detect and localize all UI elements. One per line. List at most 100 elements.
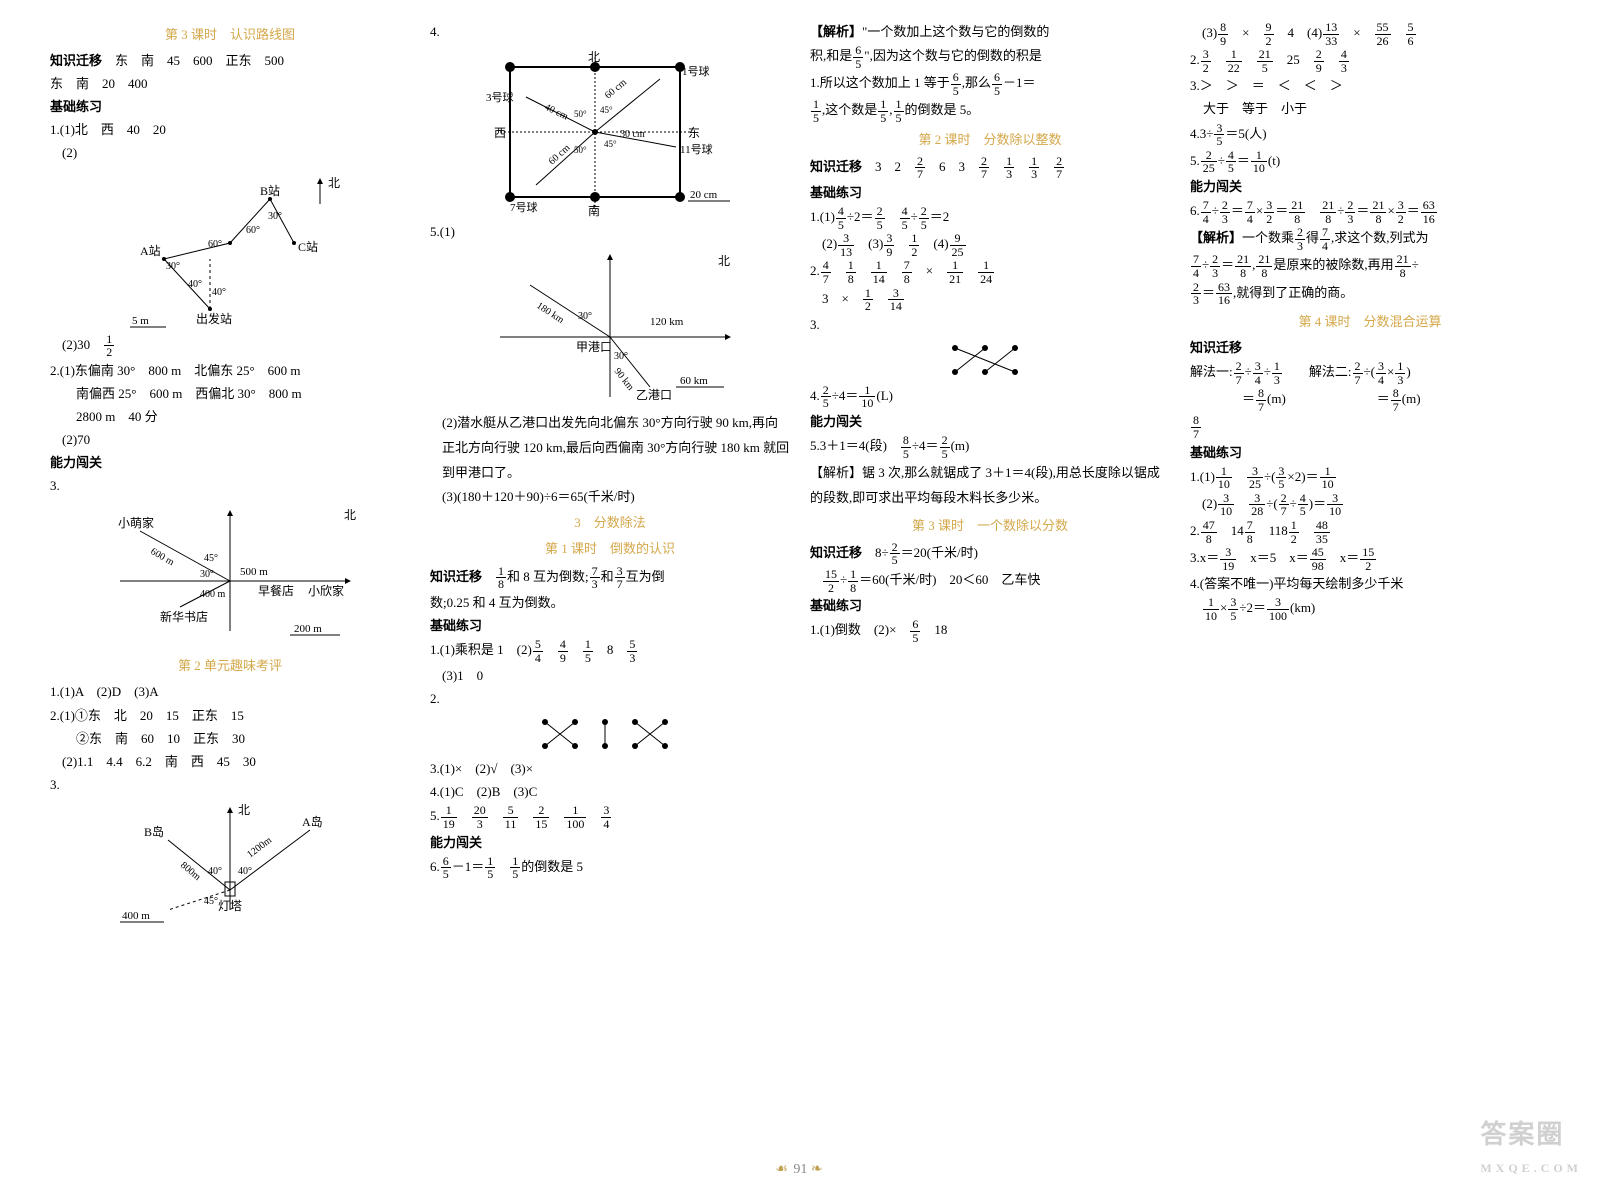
frac: 89 bbox=[1218, 21, 1228, 47]
frac: 37 bbox=[615, 565, 625, 591]
frac: 478 bbox=[1201, 519, 1217, 545]
frac: 65 bbox=[951, 71, 961, 97]
frac: 18 bbox=[848, 568, 858, 594]
svg-text:北: 北 bbox=[344, 508, 356, 522]
q1-2b: (2)30 bbox=[62, 337, 90, 352]
frac: 34 bbox=[1253, 360, 1263, 386]
frac: 1100 bbox=[564, 804, 586, 830]
frac: 45 bbox=[1298, 492, 1308, 518]
frac: 310 bbox=[1218, 492, 1234, 518]
ans: 87 bbox=[1190, 414, 1550, 440]
frac: 15 bbox=[583, 638, 593, 664]
svg-text:30°: 30° bbox=[268, 211, 282, 222]
frac: 27 bbox=[1279, 492, 1289, 518]
svg-text:B岛: B岛 bbox=[144, 824, 164, 839]
q2-4: (2)70 bbox=[50, 429, 410, 451]
frac: 25 bbox=[919, 205, 929, 231]
frac: 43 bbox=[1339, 48, 1349, 74]
unit2-title: 第 2 单元趣味考评 bbox=[50, 655, 410, 677]
frac: 32 bbox=[1201, 48, 1211, 74]
frac: 27 bbox=[1353, 360, 1363, 386]
frac: 65 bbox=[853, 44, 863, 70]
frac: 13 bbox=[1004, 155, 1014, 181]
lesson4-title: 第 4 课时 分数混合运算 bbox=[1190, 311, 1550, 333]
ability-label: 能力闯关 bbox=[810, 411, 1170, 433]
frac: 45 bbox=[1226, 149, 1236, 175]
frac: 23 bbox=[1345, 199, 1355, 225]
expl1a: "一个数加上这个数与它的倒数的 bbox=[862, 24, 1049, 39]
q5-2: (2)潜水艇从乙港口出发先向北偏东 30°方向行驶 90 km,再向正北方向行驶… bbox=[430, 411, 790, 485]
frac: 110 bbox=[1216, 465, 1232, 491]
l6: 6.74÷23＝74×32＝218 218÷23＝218×32＝6316 bbox=[1190, 199, 1550, 225]
expl-label: 【解析】 bbox=[1190, 230, 1242, 245]
q5-3: (3)(180＋120＋90)÷6＝65(千米/时) bbox=[430, 486, 790, 508]
k3-label: 知识迁移 bbox=[810, 545, 862, 560]
frac: 74 bbox=[1245, 199, 1255, 225]
frac: 15 bbox=[811, 98, 821, 124]
frac: 45 bbox=[836, 205, 846, 231]
frac: 34 bbox=[1376, 360, 1386, 386]
frac: 218 bbox=[1235, 253, 1251, 279]
k-text: 和 8 互为倒数; bbox=[507, 569, 589, 584]
l5: 5.225÷45＝110(t) bbox=[1190, 149, 1550, 175]
lesson3-title: 第 3 课时 一个数除以分数 bbox=[810, 515, 1170, 537]
diagram-lighthouse: 北 B岛 A岛 800m 1200m 40° 40° 45° 灯塔 400 m bbox=[110, 800, 350, 930]
diagram-map: 北 小萌家 600 m 500 m 400 m 45° 30° 早餐店 小欣家 … bbox=[100, 501, 360, 651]
svg-text:60°: 60° bbox=[246, 225, 260, 236]
svg-text:B站: B站 bbox=[260, 184, 280, 198]
q1-2: (2)313 (3)39 12 (4)925 bbox=[810, 232, 1170, 258]
frac: 218 bbox=[1370, 199, 1386, 225]
svg-text:45°: 45° bbox=[204, 553, 218, 564]
frac: 35 bbox=[1276, 465, 1286, 491]
q5a: 5.3＋1＝4(段) 85÷4＝25(m) bbox=[810, 434, 1170, 460]
frac: 73 bbox=[590, 565, 600, 591]
svg-text:600 m: 600 m bbox=[149, 546, 177, 568]
svg-text:出发站: 出发站 bbox=[196, 311, 232, 326]
frac: 511 bbox=[503, 804, 519, 830]
svg-text:90 km: 90 km bbox=[612, 366, 636, 393]
q1-1: 1.(1)45÷2＝25 45÷25＝2 bbox=[810, 205, 1170, 231]
frac: 124 bbox=[978, 259, 994, 285]
frac: 25 bbox=[890, 541, 900, 567]
u2-2a: 2.(1)①东 北 20 15 正东 15 bbox=[50, 705, 410, 727]
svg-text:北: 北 bbox=[718, 254, 730, 268]
lesson1-title: 第 1 课时 倒数的认识 bbox=[430, 538, 790, 560]
l3b: 大于 等于 小于 bbox=[1190, 98, 1550, 120]
b1a: 1.(1)110 325÷(35×2)＝110 bbox=[1190, 465, 1550, 491]
frac: 34 bbox=[601, 804, 611, 830]
frac: 74 bbox=[1320, 226, 1330, 252]
svg-text:东: 东 bbox=[688, 126, 700, 140]
ability-label: 能力闯关 bbox=[430, 832, 790, 854]
svg-text:50°: 50° bbox=[574, 145, 587, 155]
column-2: 4. 北 南 东 西 1号球 3号球 7号球 11号球 40 cm 60 cm … bbox=[420, 20, 800, 1110]
q1-2a: (2) bbox=[50, 142, 410, 164]
q1-1: 1.(1)北 西 40 20 bbox=[50, 119, 410, 141]
frac: 5526 bbox=[1375, 21, 1391, 47]
frac: 6316 bbox=[1216, 281, 1232, 307]
frac-1-2: 12 bbox=[104, 333, 114, 359]
l1: (3)89 × 92 4 (4)1333 × 5526 56 bbox=[1190, 21, 1550, 47]
q5: 5. bbox=[430, 809, 440, 824]
frac: 78 bbox=[902, 259, 912, 285]
frac: 310 bbox=[1327, 492, 1343, 518]
frac: 110 bbox=[1251, 149, 1267, 175]
frac: 12 bbox=[909, 232, 919, 258]
q4: 4.(1)C (2)B (3)C bbox=[430, 781, 790, 803]
svg-text:400 m: 400 m bbox=[200, 589, 226, 600]
frac: 1333 bbox=[1323, 21, 1339, 47]
q1-1: 1.(1)乘积是 1 (2) bbox=[430, 642, 532, 657]
b2: 2.478 1478 11812 4835 bbox=[1190, 519, 1550, 545]
svg-text:60 km: 60 km bbox=[680, 375, 708, 387]
base-label: 基础练习 bbox=[50, 96, 410, 118]
frac: 203 bbox=[472, 804, 488, 830]
frac: 13 bbox=[1029, 155, 1039, 181]
k-text: 互为倒 bbox=[626, 569, 665, 584]
u2-1: 1.(1)A (2)D (3)A bbox=[50, 681, 410, 703]
k-label: 知识迁移 bbox=[1190, 337, 1550, 359]
svg-text:30°: 30° bbox=[578, 311, 592, 322]
frac: 45 bbox=[900, 205, 910, 231]
frac: 925 bbox=[950, 232, 966, 258]
svg-text:小萌家: 小萌家 bbox=[118, 515, 154, 530]
watermark-sub: MXQE.COM bbox=[1480, 1158, 1582, 1178]
frac: 27 bbox=[1234, 360, 1244, 386]
